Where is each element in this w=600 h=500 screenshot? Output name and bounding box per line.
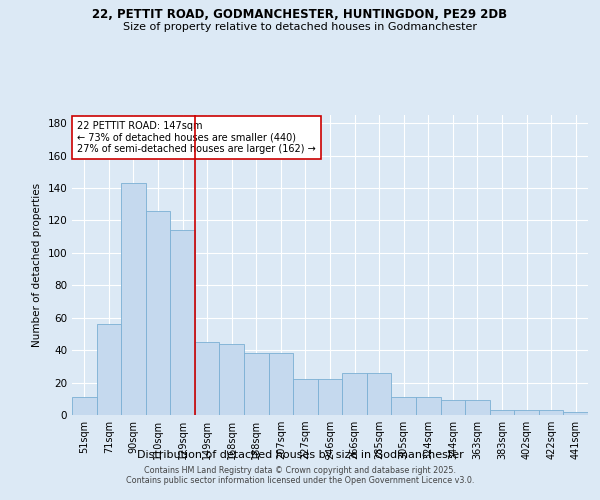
Bar (97, 324, 121, 415)
Text: 22, PETTIT ROAD, GODMANCHESTER, HUNTINGDON, PE29 2DB: 22, PETTIT ROAD, GODMANCHESTER, HUNTINGD… (92, 8, 508, 20)
Bar (121, 183, 146, 415)
Bar (72, 397, 97, 415)
Bar (440, 400, 465, 415)
Bar (220, 344, 244, 415)
Bar (514, 410, 539, 415)
Bar (244, 354, 269, 415)
Bar (269, 354, 293, 415)
Bar (490, 410, 514, 415)
Text: Size of property relative to detached houses in Godmanchester: Size of property relative to detached ho… (123, 22, 477, 32)
Bar (391, 397, 416, 415)
Text: Contains HM Land Registry data © Crown copyright and database right 2025.
Contai: Contains HM Land Registry data © Crown c… (126, 466, 474, 485)
Bar (318, 380, 342, 415)
Bar (416, 397, 440, 415)
Bar (367, 373, 391, 415)
Y-axis label: Number of detached properties: Number of detached properties (32, 183, 42, 347)
Bar (563, 412, 588, 415)
Bar (539, 410, 563, 415)
Bar (465, 400, 490, 415)
Bar (170, 230, 195, 415)
Text: 22 PETTIT ROAD: 147sqm
← 73% of detached houses are smaller (440)
27% of semi-de: 22 PETTIT ROAD: 147sqm ← 73% of detached… (77, 121, 316, 154)
Text: Distribution of detached houses by size in Godmanchester: Distribution of detached houses by size … (137, 450, 463, 460)
Bar (195, 342, 220, 415)
Bar (146, 210, 170, 415)
Bar (293, 380, 318, 415)
Bar (342, 373, 367, 415)
